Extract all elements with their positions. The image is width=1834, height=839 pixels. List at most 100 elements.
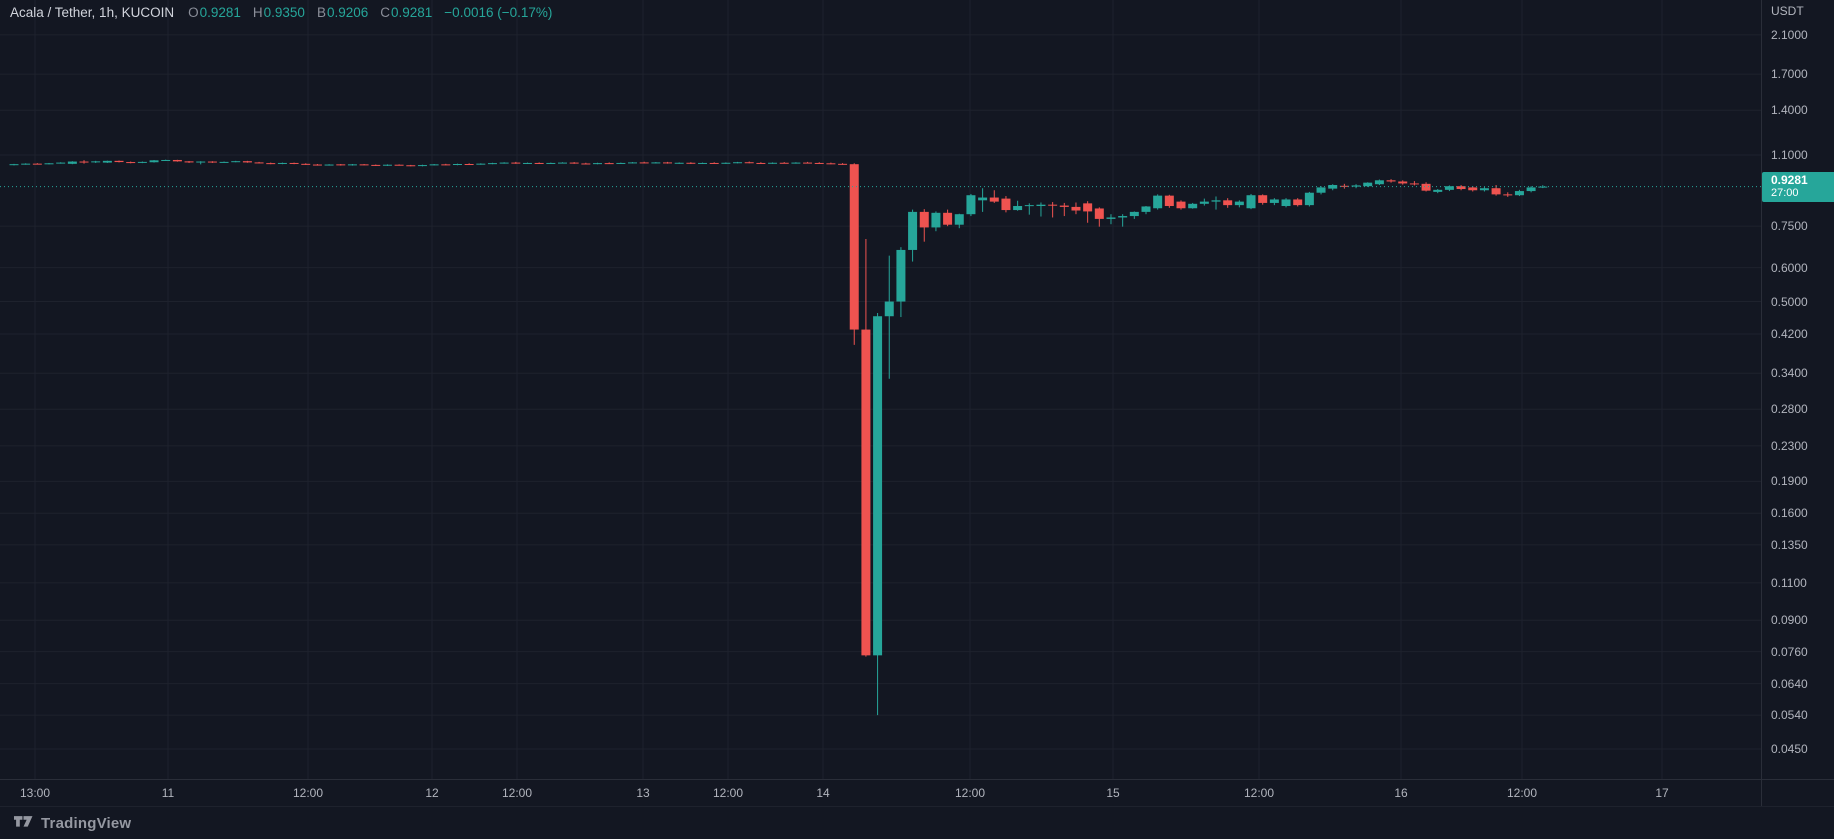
candle-body bbox=[581, 163, 591, 165]
candle-body bbox=[931, 212, 941, 228]
price-tick-label: 2.1000 bbox=[1771, 27, 1808, 42]
candle-body bbox=[242, 161, 252, 163]
candle-body bbox=[744, 162, 754, 164]
high-label: H bbox=[252, 5, 263, 20]
candle-body bbox=[838, 163, 848, 165]
candle-body bbox=[1118, 216, 1128, 218]
candle-body bbox=[1304, 192, 1314, 206]
candle-body bbox=[1246, 195, 1256, 209]
time-tick-label: 16 bbox=[1394, 786, 1408, 800]
candle-body bbox=[102, 160, 112, 163]
candle-body bbox=[324, 164, 334, 166]
candle-body bbox=[896, 249, 906, 302]
candle-body bbox=[476, 163, 486, 165]
time-scale[interactable]: 13:00 11 12:00 12 12:00 13 12:00 14 12:00 15 12:00… bbox=[0, 779, 1761, 807]
price-tick-label: 0.1100 bbox=[1771, 575, 1807, 590]
candle-body bbox=[1293, 199, 1303, 206]
candle-body bbox=[207, 161, 217, 163]
candle-body bbox=[1538, 186, 1548, 188]
symbol-title[interactable]: Acala / Tether, 1h, KUCOIN bbox=[10, 5, 175, 20]
time-tick-label: 12:00 bbox=[712, 786, 744, 800]
time-tick-label: 12:00 bbox=[501, 786, 533, 800]
candle-body bbox=[733, 162, 743, 164]
candle-body bbox=[1258, 195, 1268, 203]
price-scale[interactable]: USDT 2.1000 1.7000 1.4000 1.1000 0.7500 0.600… bbox=[1761, 0, 1834, 779]
price-tick-label: 0.2300 bbox=[1771, 438, 1808, 453]
candle-body bbox=[814, 162, 824, 164]
candle-body bbox=[441, 164, 451, 166]
time-tick-label: 15 bbox=[1106, 786, 1120, 800]
candle-body bbox=[604, 163, 614, 165]
chart-pane: Acala / Tether, 1h, KUCOIN O 0.9281 H 0.93… bbox=[0, 0, 1761, 779]
candle-body bbox=[1456, 186, 1466, 190]
candle-body bbox=[1013, 206, 1023, 211]
open-value: 0.9281 bbox=[199, 5, 241, 20]
candle-body bbox=[1036, 204, 1046, 207]
candle-body bbox=[1374, 180, 1384, 185]
candle-body bbox=[277, 162, 287, 164]
candle-body bbox=[1176, 201, 1186, 209]
time-tick-label: 12 bbox=[425, 786, 439, 800]
price-tick-label: 0.7500 bbox=[1771, 219, 1808, 234]
candle-body bbox=[137, 161, 147, 163]
candle-body bbox=[79, 161, 89, 163]
candle-body bbox=[312, 164, 322, 166]
axis-corner bbox=[1761, 779, 1834, 807]
candle-body bbox=[919, 211, 929, 228]
candle-body bbox=[1444, 186, 1454, 190]
candle-body bbox=[593, 163, 602, 165]
last-price-value: 0.9281 bbox=[1771, 172, 1808, 187]
candle-body bbox=[266, 163, 276, 165]
candle-body bbox=[487, 163, 497, 165]
candle-body bbox=[651, 162, 661, 164]
time-tick-label: 12:00 bbox=[954, 786, 986, 800]
candle-body bbox=[861, 329, 871, 656]
candle-body bbox=[1199, 201, 1209, 204]
tradingview-logo-link[interactable]: TradingView bbox=[14, 815, 131, 832]
tradingview-logo-icon bbox=[14, 815, 33, 832]
candle-body bbox=[1398, 181, 1408, 184]
time-tick-label: 13:00 bbox=[19, 786, 51, 800]
candle-body bbox=[382, 164, 392, 166]
candle-body bbox=[639, 162, 649, 164]
close-label: C bbox=[380, 5, 390, 20]
price-tick-label: 0.3400 bbox=[1771, 366, 1808, 381]
time-tick-label: 17 bbox=[1655, 786, 1669, 800]
candlestick-chart[interactable] bbox=[0, 0, 1761, 779]
price-tick-label: 0.2800 bbox=[1771, 402, 1808, 417]
bottom-bar: TradingView bbox=[0, 806, 1834, 839]
candle-body bbox=[978, 197, 988, 201]
candle-body bbox=[1351, 185, 1361, 187]
price-tick-label: 0.0760 bbox=[1771, 644, 1808, 659]
candle-body bbox=[1363, 182, 1373, 187]
candle-body bbox=[1503, 194, 1513, 196]
time-tick-label: 12:00 bbox=[292, 786, 324, 800]
price-tick-label: 1.1000 bbox=[1771, 148, 1808, 162]
candle-body bbox=[56, 162, 66, 164]
price-tick-label: 0.4200 bbox=[1771, 326, 1808, 341]
candle-body bbox=[791, 162, 801, 164]
price-tick-label: 0.0640 bbox=[1771, 676, 1808, 691]
candle-body bbox=[511, 162, 521, 164]
candle-body bbox=[1479, 188, 1489, 191]
candle-body bbox=[686, 162, 696, 164]
candle-body bbox=[1514, 191, 1524, 196]
candle-body bbox=[884, 301, 894, 317]
candle-body bbox=[1409, 183, 1419, 185]
candle-body bbox=[219, 161, 229, 163]
tradingview-logo-text: TradingView bbox=[41, 814, 132, 832]
candle-body bbox=[254, 162, 264, 164]
candle-body bbox=[1001, 198, 1011, 211]
candle-body bbox=[429, 164, 439, 166]
candle-body bbox=[161, 159, 171, 161]
symbol-legend: Acala / Tether, 1h, KUCOIN O 0.9281 H 0.93… bbox=[10, 5, 552, 20]
candle-body bbox=[1386, 180, 1396, 182]
candle-body bbox=[534, 162, 544, 164]
candle-body bbox=[91, 161, 101, 163]
candle-body bbox=[1421, 183, 1431, 191]
price-tick-label: 0.0900 bbox=[1771, 613, 1808, 628]
candle-body bbox=[1433, 189, 1443, 192]
candle-body bbox=[464, 164, 474, 166]
candle-body bbox=[359, 164, 369, 166]
candle-body bbox=[966, 195, 976, 215]
